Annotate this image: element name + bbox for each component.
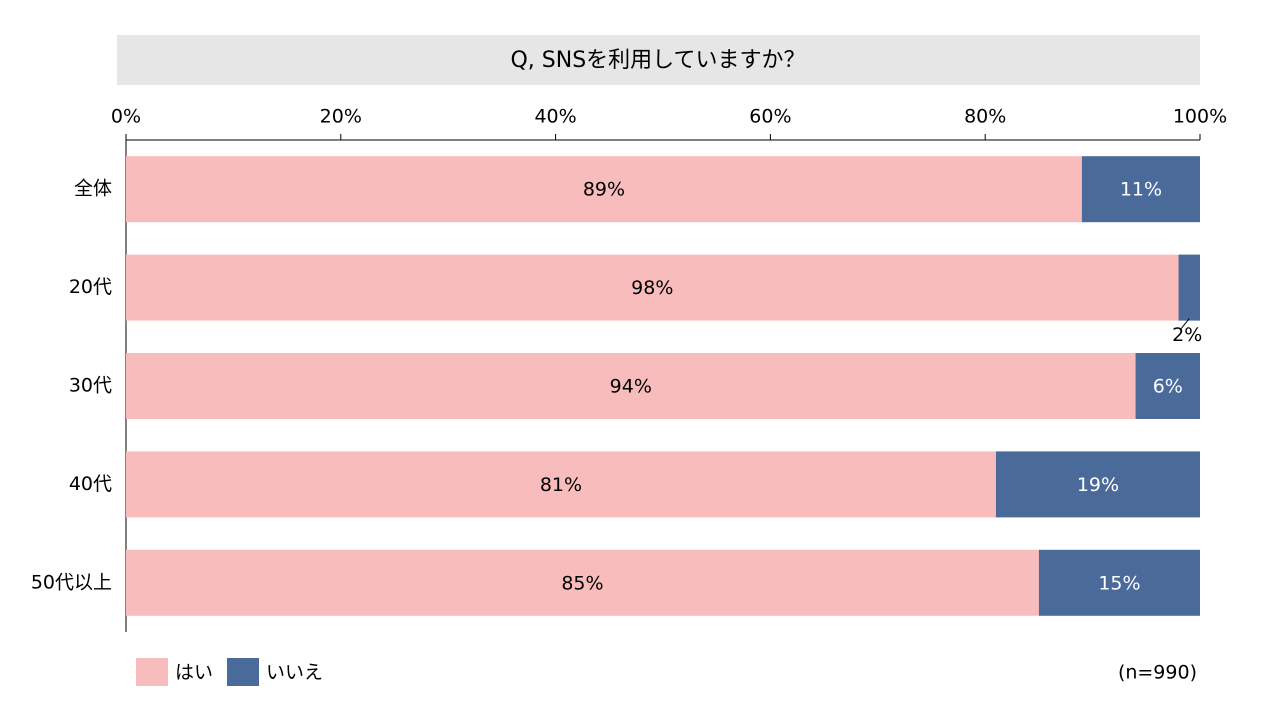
bar-segment (995, 451, 1200, 518)
legend-label: いいえ (266, 662, 323, 684)
legend-swatch (136, 658, 168, 686)
chart-title: Q, SNSを利用していますか？ (510, 48, 805, 73)
y-tick-label: 30代 (69, 375, 112, 397)
value-label: 2% (1172, 324, 1202, 346)
x-tick-label: 20% (320, 106, 362, 128)
y-tick-label: 40代 (69, 473, 112, 495)
legend-swatch (227, 658, 260, 686)
value-label: 19% (1077, 474, 1119, 496)
value-label: 15% (1098, 572, 1140, 594)
title-banner (117, 35, 1200, 85)
x-tick-label: 40% (534, 106, 576, 128)
bar-segment (126, 156, 1082, 223)
y-tick-label: 全体 (74, 178, 112, 200)
bar-segment (126, 353, 1136, 419)
value-label: 81% (540, 474, 582, 496)
bar-segment (1178, 254, 1200, 321)
y-tick-label: 20代 (69, 276, 112, 298)
bar-segment (1135, 353, 1200, 419)
x-tick-label: 60% (749, 106, 791, 128)
legend-label: はい (175, 662, 213, 684)
leader-line (1180, 318, 1190, 329)
x-tick-label: 0% (111, 106, 141, 128)
bar-segment (126, 451, 996, 518)
x-tick-label: 80% (964, 106, 1006, 128)
y-tick-label: 50代以上 (31, 571, 112, 593)
value-label: 94% (610, 376, 652, 398)
sample-note: (n=990) (1118, 662, 1197, 684)
x-tick-label: 100% (1173, 106, 1227, 128)
bar-segment (1038, 549, 1200, 616)
bar-segment (1081, 156, 1200, 223)
bar-segment (126, 549, 1039, 616)
value-label: 6% (1153, 376, 1183, 398)
value-label: 85% (561, 572, 603, 594)
value-label: 98% (631, 277, 673, 299)
bar-segment (126, 254, 1179, 321)
value-label: 11% (1120, 179, 1162, 201)
value-label: 89% (583, 179, 625, 201)
